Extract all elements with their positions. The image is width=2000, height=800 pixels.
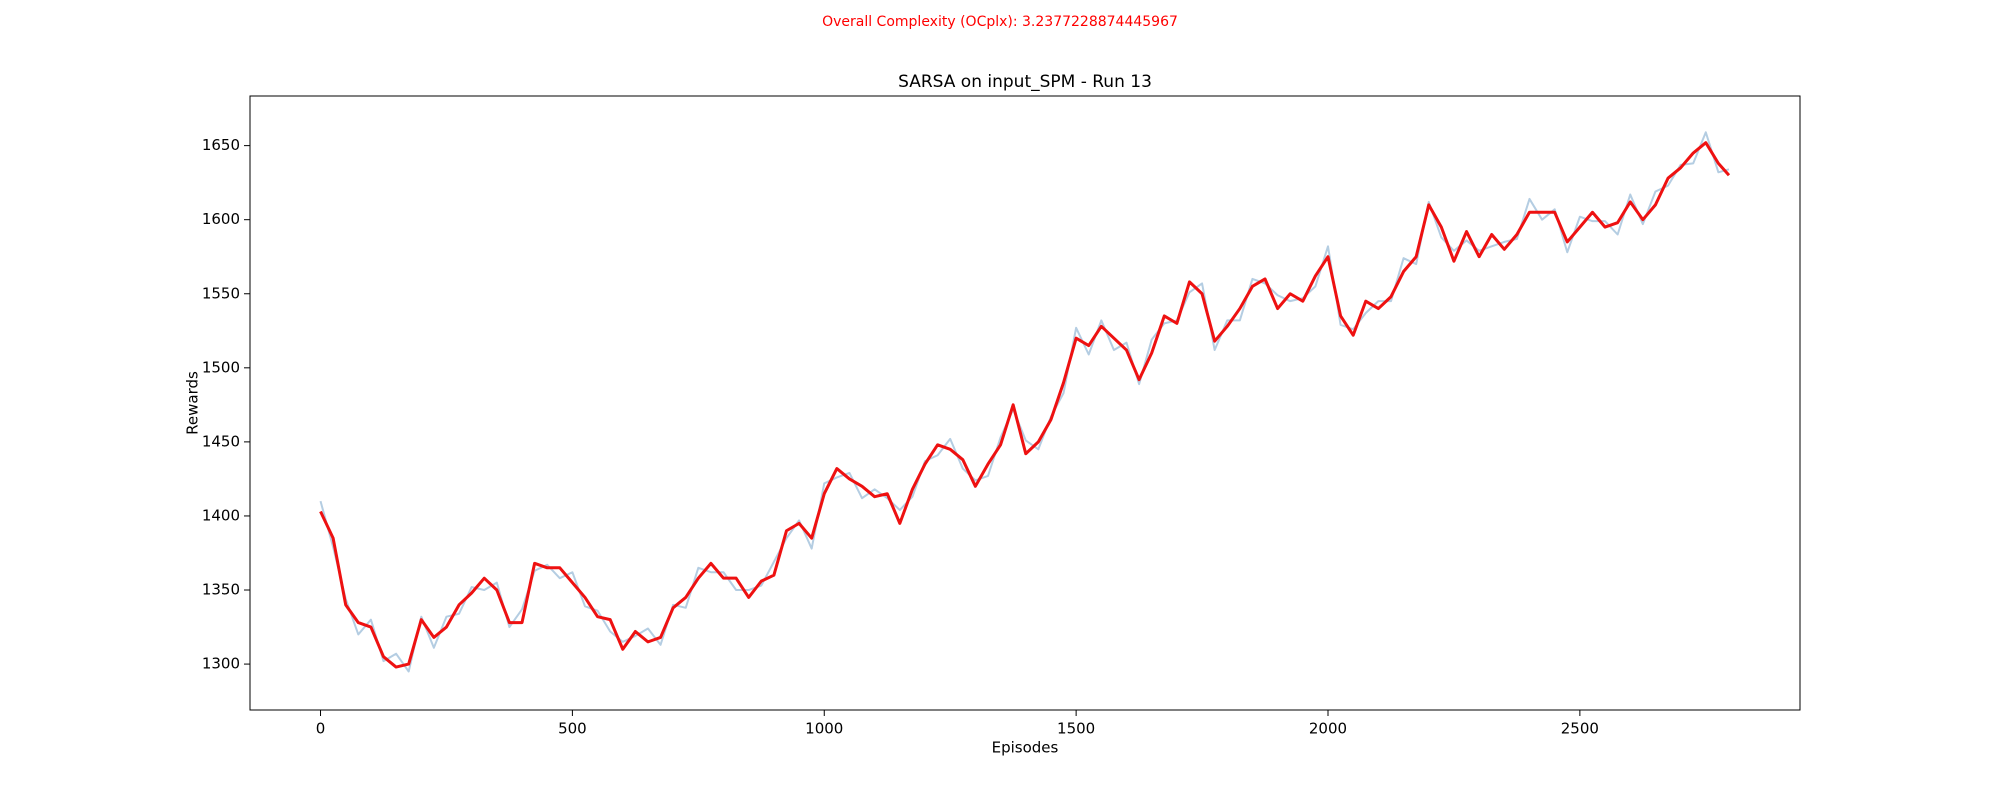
y-axis-label: Rewards — [184, 371, 202, 435]
plot-frame — [249, 95, 1801, 711]
y-tick-label: 1300 — [202, 655, 240, 673]
x-tick-label: 2000 — [1309, 720, 1347, 738]
y-tick-label: 1450 — [202, 432, 240, 450]
y-tick-label: 1500 — [202, 358, 240, 376]
y-tick-label: 1600 — [202, 210, 240, 228]
y-tick-label: 1550 — [202, 284, 240, 302]
x-tick-label: 2500 — [1561, 720, 1599, 738]
x-axis-label: Episodes — [992, 739, 1059, 757]
series-line — [319, 141, 1731, 669]
x-tick-label: 500 — [558, 720, 587, 738]
x-tick-label: 1000 — [805, 720, 843, 738]
y-tick-label: 1650 — [202, 136, 240, 154]
y-tick-label: 1400 — [202, 506, 240, 524]
series-line — [319, 131, 1730, 673]
chart-subtitle: Overall Complexity (OCplx): 3.2377228874… — [822, 14, 1178, 30]
x-tick-label: 0 — [316, 720, 326, 738]
x-tick-label: 1500 — [1057, 720, 1095, 738]
y-tick-label: 1350 — [202, 581, 240, 599]
chart-title: SARSA on input_SPM - Run 13 — [898, 72, 1152, 92]
